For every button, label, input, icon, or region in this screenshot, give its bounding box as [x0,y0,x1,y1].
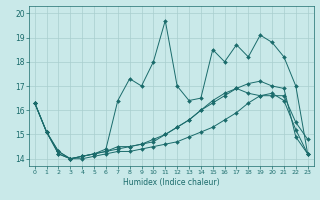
X-axis label: Humidex (Indice chaleur): Humidex (Indice chaleur) [123,178,220,187]
